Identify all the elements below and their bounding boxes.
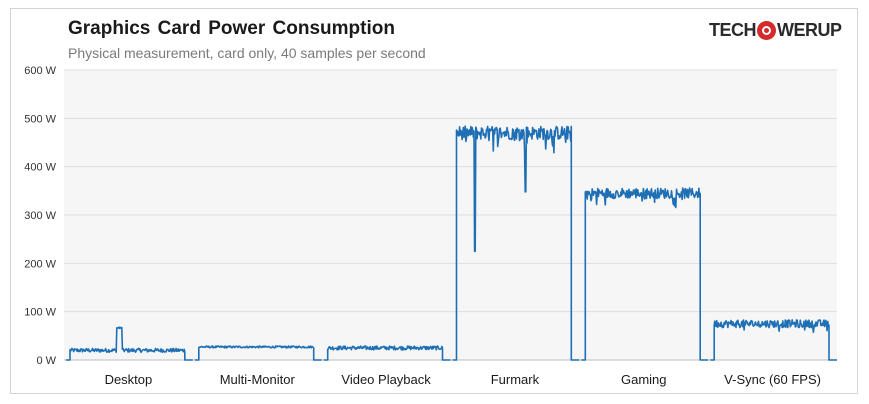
- series-group: [66, 125, 837, 361]
- series-line-segment: [581, 187, 709, 361]
- power-icon: [757, 20, 776, 40]
- category-label: Video Playback: [341, 372, 431, 387]
- brand-text-1: TECH: [709, 19, 757, 40]
- series-line-segment: [452, 125, 580, 361]
- y-tick-label: 300 W: [24, 210, 56, 222]
- brand-text-2: WERUP: [777, 19, 842, 40]
- series-line-segment: [194, 345, 322, 361]
- category-labels: Desktop Multi-Monitor Video Playback Furmar…: [105, 372, 821, 387]
- y-tick-label: 500 W: [24, 113, 56, 125]
- category-label: Furmark: [491, 372, 540, 387]
- series-line-segment: [323, 345, 451, 361]
- y-tick-label: 0 W: [36, 355, 56, 367]
- category-label: Gaming: [621, 372, 667, 387]
- brand-logo: TECH WERUP: [709, 18, 842, 42]
- series-line-segment: [66, 326, 193, 361]
- category-label: V-Sync (60 FPS): [724, 372, 821, 387]
- chart-title: Graphics Card Power Consumption: [68, 18, 395, 39]
- y-tick-label: 100 W: [24, 307, 56, 319]
- y-axis-ticks: 0 W 100 W 200 W 300 W 400 W 500 W 600 W: [24, 65, 56, 367]
- category-label: Multi-Monitor: [220, 372, 296, 387]
- series-line-segment: [710, 319, 837, 361]
- y-tick-label: 400 W: [24, 162, 56, 174]
- chart-subtitle: Physical measurement, card only, 40 samp…: [68, 45, 426, 61]
- y-tick-label: 200 W: [24, 258, 56, 270]
- y-tick-label: 600 W: [24, 65, 56, 77]
- category-label: Desktop: [105, 372, 153, 387]
